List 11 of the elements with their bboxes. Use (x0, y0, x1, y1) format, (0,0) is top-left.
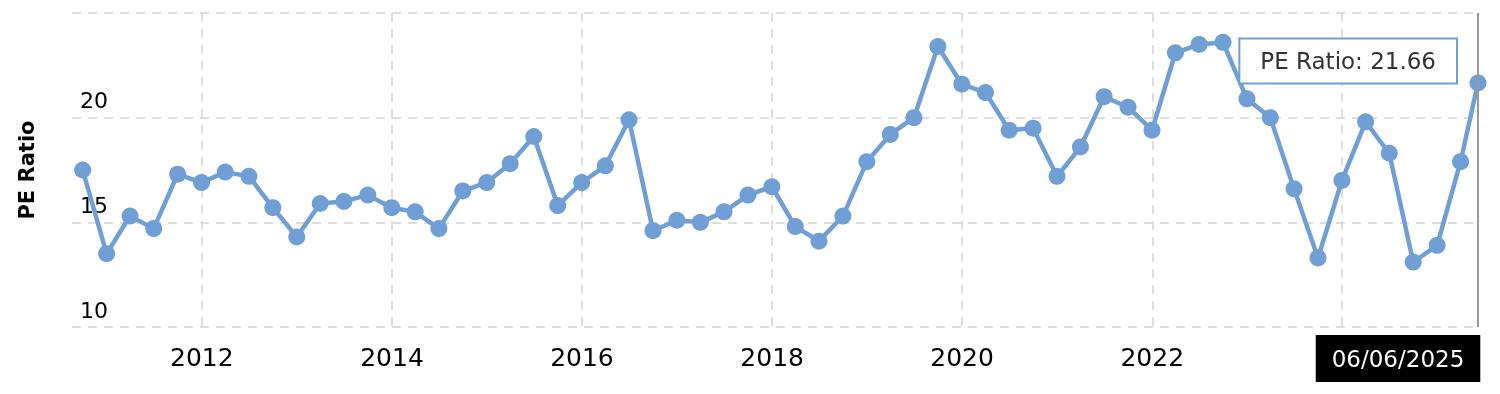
x-tick-label: 2020 (930, 343, 994, 372)
x-tick-label: 2016 (550, 343, 614, 372)
x-tick-label: 2014 (360, 343, 424, 372)
y-tick-label: 20 (80, 88, 108, 114)
annotation: PE Ratio: 21.66 (1260, 47, 1436, 74)
x-tick-label: 2022 (1120, 343, 1185, 372)
y-axis-title: PE Ratio (14, 120, 39, 220)
ref-line-label: 06/06/2025 (1331, 345, 1465, 372)
x-tick-label: 2012 (170, 343, 234, 372)
x-tick-label: 2018 (740, 343, 804, 372)
y-tick-label: 10 (80, 297, 108, 323)
